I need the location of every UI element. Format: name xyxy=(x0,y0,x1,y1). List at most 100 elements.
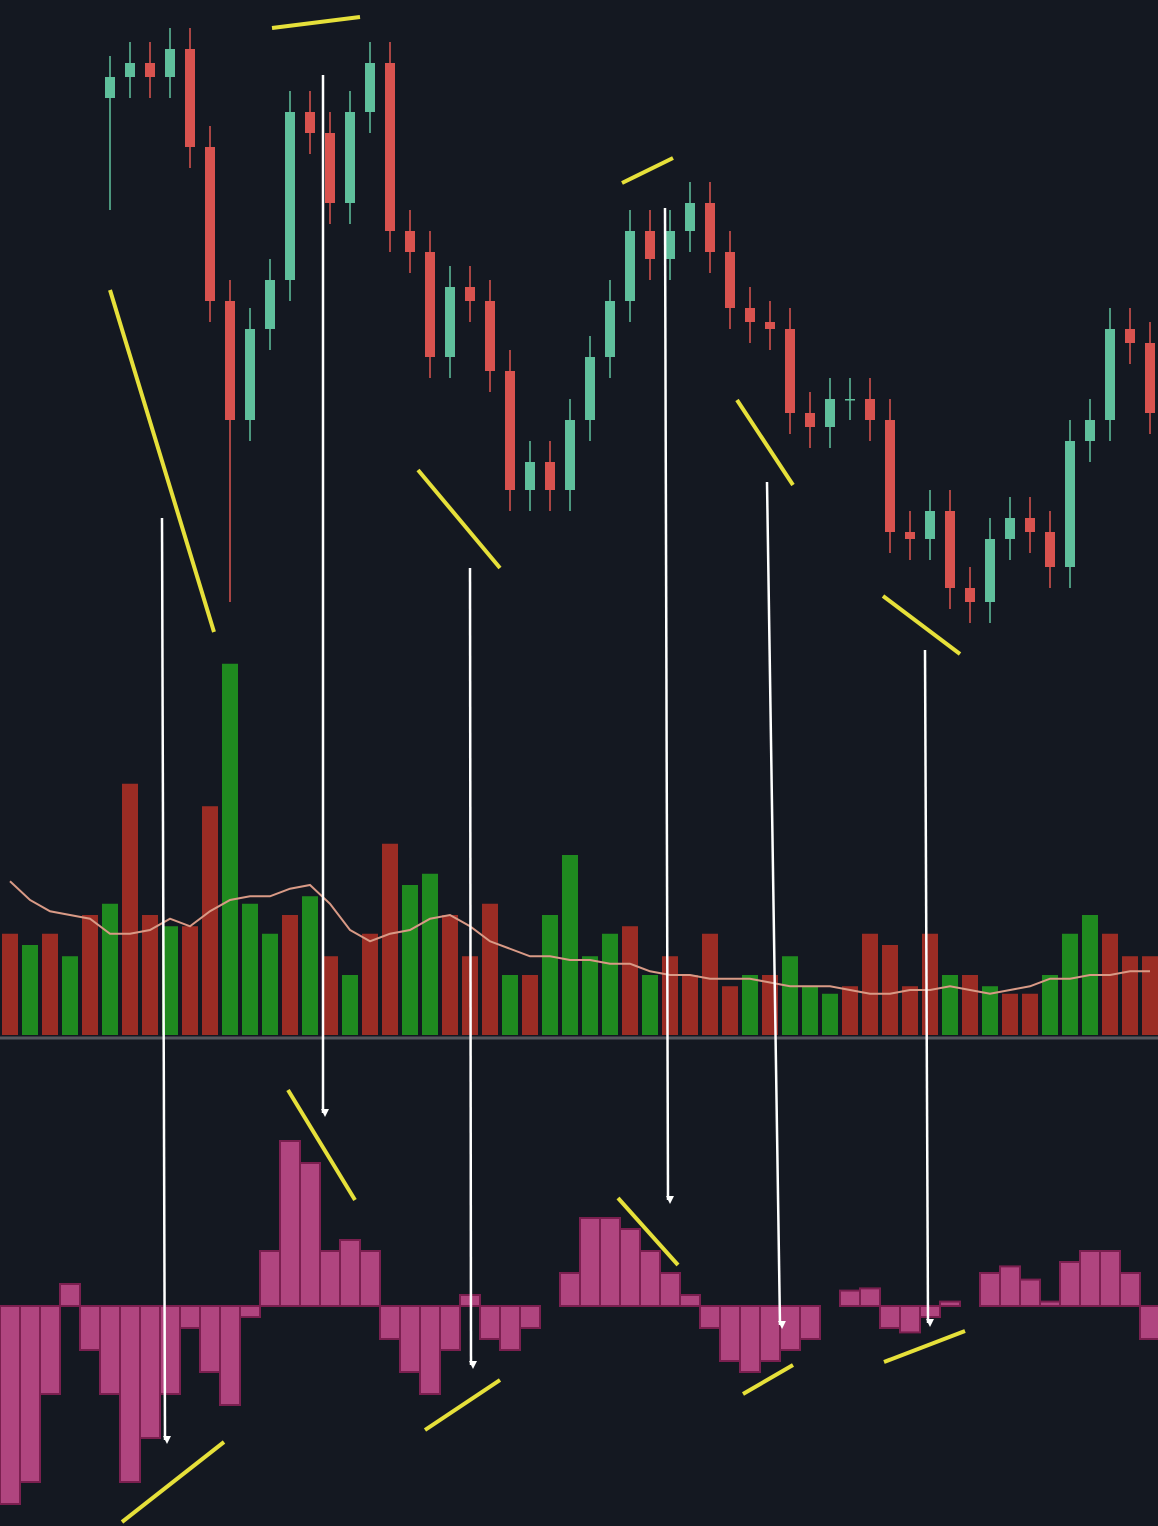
histogram-bar xyxy=(839,1289,861,1307)
volume-bar xyxy=(262,933,278,1035)
trend-line xyxy=(120,1440,226,1524)
volume-bar xyxy=(882,945,898,1035)
volume-bar xyxy=(662,956,678,1035)
candle-body xyxy=(785,329,795,413)
trend-line xyxy=(423,1378,502,1432)
histogram-bar xyxy=(1079,1250,1101,1307)
arrow xyxy=(765,481,786,1329)
histogram-bar xyxy=(1059,1261,1081,1307)
candle-body xyxy=(325,133,335,203)
histogram-bar xyxy=(99,1305,121,1395)
volume-bar xyxy=(62,956,78,1035)
trend-line xyxy=(883,1329,966,1364)
histogram-bar xyxy=(779,1305,801,1351)
candle-body xyxy=(185,49,195,147)
arrow xyxy=(663,207,674,1204)
candle-body xyxy=(285,112,295,280)
histogram-bar xyxy=(1119,1272,1141,1307)
histogram-bar xyxy=(39,1305,61,1395)
trend-line xyxy=(621,156,674,185)
histogram-bar xyxy=(139,1305,161,1439)
volume-bar xyxy=(922,933,938,1035)
candle-body xyxy=(505,371,515,490)
candle-body xyxy=(365,63,375,112)
candle-body xyxy=(645,231,655,259)
histogram-bar xyxy=(399,1305,421,1373)
candle-body xyxy=(705,203,715,252)
volume-bar xyxy=(82,915,98,1035)
candle-body xyxy=(425,252,435,357)
candle-body xyxy=(1125,329,1135,343)
volume-bar xyxy=(1142,956,1158,1035)
arrows xyxy=(160,75,934,1444)
histogram-bar xyxy=(199,1305,221,1373)
divergence-lines xyxy=(108,15,966,1524)
histogram-bar xyxy=(79,1305,101,1351)
volume-bar xyxy=(742,975,758,1035)
trend-line xyxy=(735,398,795,487)
candle-body xyxy=(525,462,535,490)
volume-bar xyxy=(42,933,58,1035)
candle-body xyxy=(1005,518,1015,539)
histogram-bar xyxy=(499,1305,521,1351)
volume-bar xyxy=(182,926,198,1035)
candle-body xyxy=(745,308,755,322)
histogram-bar xyxy=(379,1305,401,1340)
volume-bar xyxy=(1042,975,1058,1035)
candle-body xyxy=(965,588,975,602)
candle-body xyxy=(265,280,275,329)
histogram-bar xyxy=(519,1305,541,1329)
candle-body xyxy=(945,511,955,588)
histogram-bar xyxy=(559,1272,581,1307)
candle-body xyxy=(545,462,555,490)
volume-bar xyxy=(1002,993,1018,1035)
volume-bar xyxy=(202,806,218,1035)
volume-bar xyxy=(322,956,338,1035)
volume-bar xyxy=(222,663,238,1035)
histogram-bar xyxy=(759,1305,781,1362)
candle-body xyxy=(165,49,175,77)
volume-bar xyxy=(502,975,518,1035)
histogram-bar xyxy=(119,1305,141,1483)
arrow xyxy=(468,567,477,1369)
histogram-bar xyxy=(699,1305,721,1329)
histogram-bar xyxy=(59,1283,81,1307)
candle-body xyxy=(225,301,235,420)
candle-body xyxy=(245,329,255,420)
candle-body xyxy=(845,399,855,401)
candle-body xyxy=(565,420,575,490)
volume-bar xyxy=(402,885,418,1035)
volume-bar xyxy=(622,926,638,1035)
candle-body xyxy=(105,77,115,98)
volume-bar xyxy=(602,933,618,1035)
candle-body xyxy=(1065,441,1075,567)
histogram-bar xyxy=(599,1217,621,1307)
arrow xyxy=(160,517,171,1444)
candle-body xyxy=(1025,518,1035,532)
histogram-bar xyxy=(299,1162,321,1307)
candle-body xyxy=(685,203,695,231)
volume-bar xyxy=(362,933,378,1035)
volume-bar xyxy=(1122,956,1138,1035)
candle-body xyxy=(1145,343,1155,413)
volume-bar xyxy=(122,783,138,1035)
volume-bar xyxy=(1062,933,1078,1035)
histogram-bar xyxy=(1099,1250,1121,1307)
histogram-bar xyxy=(979,1272,1001,1307)
volume-bar xyxy=(442,915,458,1035)
volume-bar xyxy=(102,903,118,1035)
histogram-bar xyxy=(359,1250,381,1307)
histogram-bar xyxy=(0,1305,21,1505)
candle-body xyxy=(385,63,395,231)
volume-bar xyxy=(342,975,358,1035)
volume-bar xyxy=(682,975,698,1035)
candle-body xyxy=(1105,329,1115,420)
candle-body xyxy=(885,420,895,532)
histogram-bar xyxy=(339,1239,361,1307)
histogram-bar xyxy=(279,1140,301,1307)
histogram-bar xyxy=(1019,1278,1041,1307)
histogram-bar xyxy=(739,1305,761,1373)
volume-bar xyxy=(522,975,538,1035)
volume-bar xyxy=(962,975,978,1035)
